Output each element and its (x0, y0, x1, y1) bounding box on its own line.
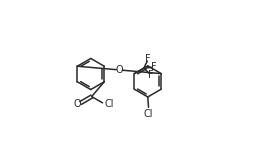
Text: Cl: Cl (104, 99, 114, 109)
Text: O: O (115, 65, 123, 75)
Text: F: F (145, 54, 151, 64)
Text: Cl: Cl (144, 109, 153, 119)
Text: F: F (148, 70, 153, 80)
Text: O: O (74, 99, 81, 109)
Text: F: F (151, 62, 156, 72)
